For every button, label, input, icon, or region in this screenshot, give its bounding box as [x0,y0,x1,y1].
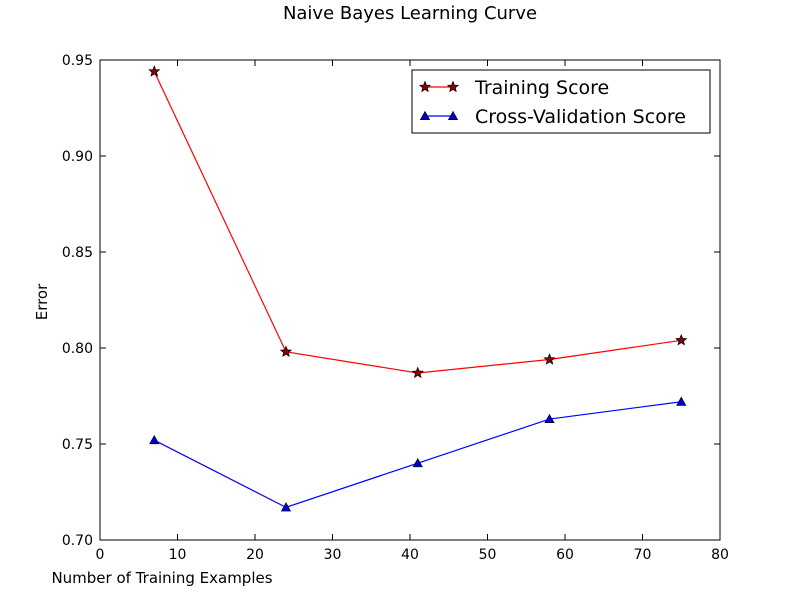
x-tick-label: 40 [401,547,419,563]
legend-marker [418,80,432,93]
y-tick-label: 0.70 [62,533,93,549]
series-layer [148,65,688,512]
data-point [280,502,292,512]
y-tick-label: 0.80 [62,341,93,357]
legend-item: Cross-Validation Score [419,106,686,128]
legend-marker [446,80,460,93]
x-tick-label: 70 [634,547,652,563]
data-point [676,396,687,406]
x-axis-title: Number of Training Examples [51,569,272,587]
x-tick-label: 30 [324,547,342,563]
data-point [148,65,161,77]
x-tick-label: 10 [169,547,187,563]
data-point [411,366,424,379]
x-tick-label: 20 [246,547,264,563]
y-tick-label: 0.95 [62,53,93,69]
data-point [279,345,293,358]
y-axis: 0.70 0.75 0.80 0.85 0.90 0.95 [62,53,720,549]
x-tick-label: 80 [711,547,729,563]
x-tick-label: 0 [96,547,105,563]
data-point [675,333,688,346]
legend-label: Cross-Validation Score [475,106,686,128]
legend-marker [419,110,431,120]
y-tick-label: 0.90 [62,149,93,165]
legend-box [411,69,711,134]
x-tick-label: 50 [479,547,497,563]
y-tick-label: 0.85 [62,245,93,261]
legend-item: Training Score [418,77,609,99]
chart-title: Naive Bayes Learning Curve [283,3,537,24]
legend: Training Score Cross-Validation Score [411,69,711,134]
x-axis: 0 10 20 30 40 50 60 70 80 [96,60,729,563]
data-point [543,353,556,365]
x-tick-label: 60 [556,547,574,563]
data-point [544,413,555,424]
y-tick-label: 0.75 [62,437,93,453]
series-star [148,65,688,379]
y-axis-title: Error [33,283,51,320]
series-triangle [149,396,687,512]
legend-marker [447,110,459,120]
data-point [412,457,423,468]
legend-label: Training Score [474,77,609,99]
data-point [149,434,160,445]
